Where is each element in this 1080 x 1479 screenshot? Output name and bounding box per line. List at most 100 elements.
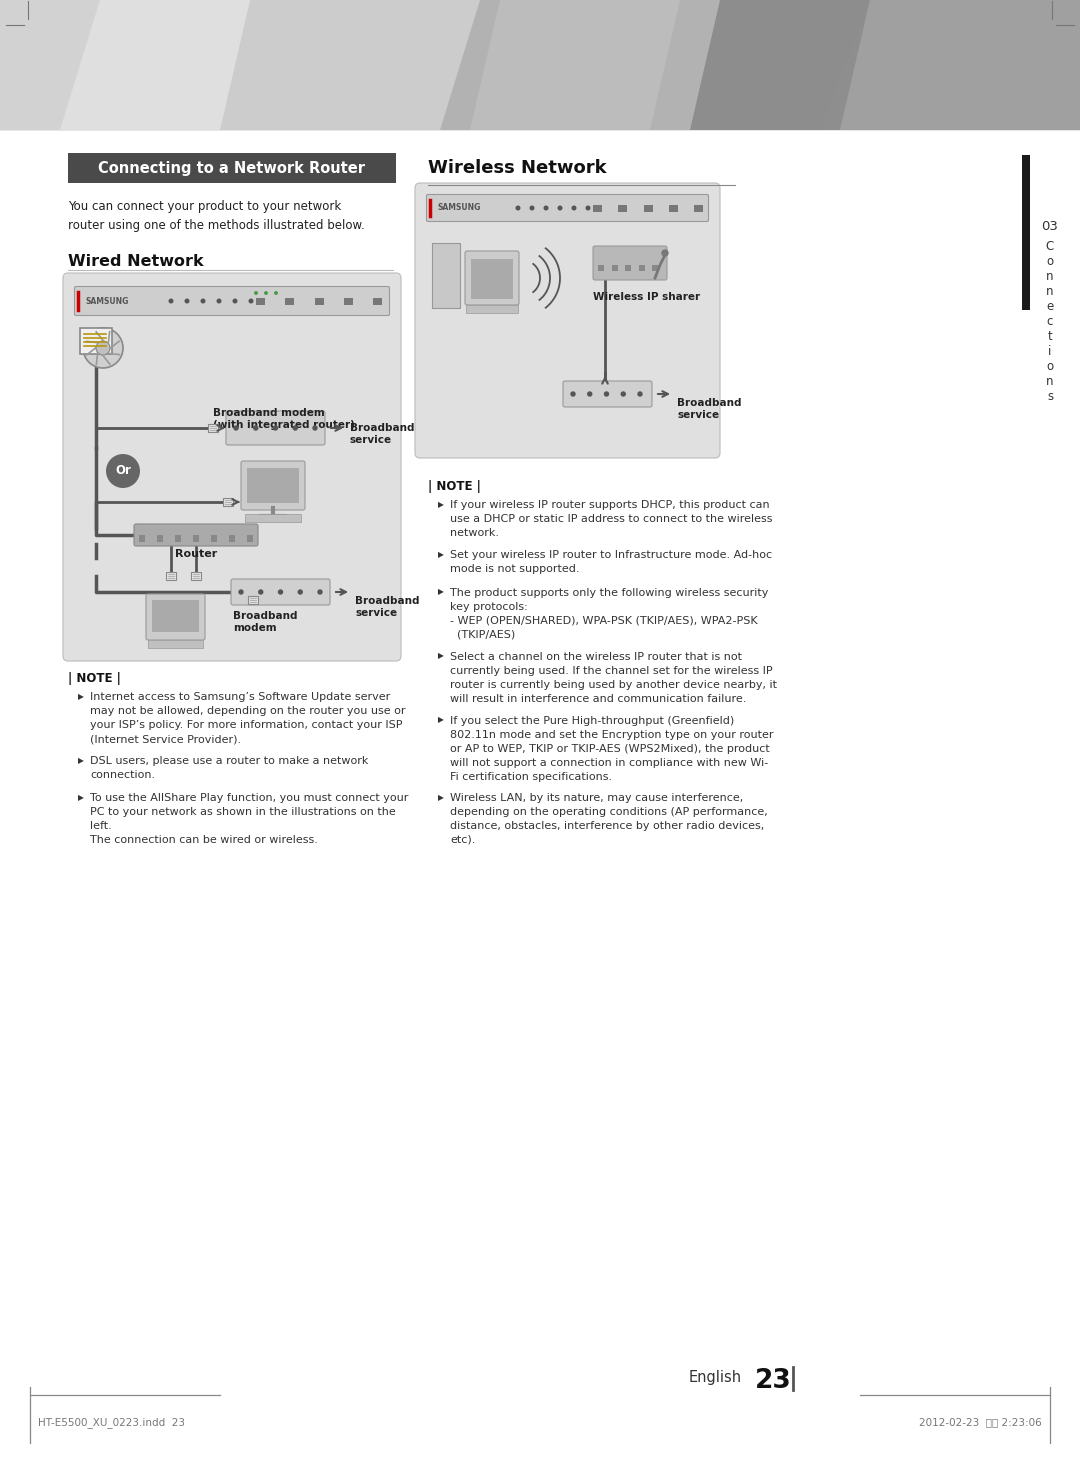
Text: Select a channel on the wireless IP router that is not
currently being used. If : Select a channel on the wireless IP rout… bbox=[450, 652, 777, 704]
Bar bbox=[208, 424, 218, 432]
Circle shape bbox=[265, 291, 267, 294]
Circle shape bbox=[313, 426, 318, 430]
Text: i: i bbox=[1049, 345, 1052, 358]
Text: ▶: ▶ bbox=[78, 692, 84, 701]
Bar bbox=[256, 297, 265, 305]
Circle shape bbox=[255, 291, 257, 294]
Text: Broadband modem
(with integrated router): Broadband modem (with integrated router) bbox=[213, 408, 355, 430]
Circle shape bbox=[170, 299, 173, 303]
Bar bbox=[669, 206, 678, 211]
Bar bbox=[68, 152, 396, 183]
FancyBboxPatch shape bbox=[465, 251, 519, 305]
Circle shape bbox=[516, 206, 519, 210]
Circle shape bbox=[201, 299, 205, 303]
Bar bbox=[343, 297, 353, 305]
Text: n: n bbox=[1047, 285, 1054, 297]
Circle shape bbox=[571, 392, 575, 396]
Circle shape bbox=[234, 426, 238, 430]
Text: Set your wireless IP router to Infrastructure mode. Ad-hoc
mode is not supported: Set your wireless IP router to Infrastru… bbox=[450, 550, 772, 574]
Circle shape bbox=[558, 206, 562, 210]
Text: Internet access to Samsung’s Software Update server
may not be allowed, dependin: Internet access to Samsung’s Software Up… bbox=[90, 692, 405, 744]
Circle shape bbox=[239, 590, 243, 595]
FancyBboxPatch shape bbox=[241, 461, 305, 510]
Bar bbox=[1022, 155, 1030, 311]
Bar bbox=[625, 265, 631, 271]
Bar bbox=[652, 265, 658, 271]
Bar bbox=[247, 535, 253, 541]
Bar bbox=[191, 572, 201, 580]
FancyBboxPatch shape bbox=[146, 595, 205, 640]
Text: English: English bbox=[689, 1370, 742, 1384]
FancyBboxPatch shape bbox=[63, 274, 401, 661]
Circle shape bbox=[259, 590, 262, 595]
Bar bbox=[248, 596, 258, 603]
Bar bbox=[593, 206, 602, 211]
Polygon shape bbox=[0, 0, 249, 130]
Text: t: t bbox=[1048, 330, 1052, 343]
FancyBboxPatch shape bbox=[75, 287, 390, 315]
Circle shape bbox=[572, 206, 576, 210]
Text: c: c bbox=[1047, 315, 1053, 328]
Text: ▶: ▶ bbox=[438, 550, 444, 559]
Text: Or: Or bbox=[116, 464, 131, 478]
Text: Connecting to a Network Router: Connecting to a Network Router bbox=[98, 161, 365, 176]
Bar bbox=[139, 535, 145, 541]
Text: Wireless Network: Wireless Network bbox=[428, 160, 607, 177]
Circle shape bbox=[530, 206, 534, 210]
Polygon shape bbox=[470, 0, 680, 130]
Bar bbox=[247, 467, 299, 503]
Bar bbox=[222, 498, 233, 506]
FancyBboxPatch shape bbox=[134, 524, 258, 546]
Text: SAMSUNG: SAMSUNG bbox=[438, 204, 482, 213]
Circle shape bbox=[83, 328, 123, 368]
Text: If you select the Pure High-throughput (Greenfield)
802.11n mode and set the Enc: If you select the Pure High-throughput (… bbox=[450, 716, 773, 781]
Text: 03: 03 bbox=[1041, 220, 1058, 234]
Circle shape bbox=[621, 392, 625, 396]
Bar bbox=[373, 297, 382, 305]
Text: ▶: ▶ bbox=[438, 587, 444, 596]
FancyBboxPatch shape bbox=[231, 578, 330, 605]
FancyBboxPatch shape bbox=[427, 195, 708, 222]
Text: The product supports only the following wireless security
key protocols:
- WEP (: The product supports only the following … bbox=[450, 587, 768, 639]
FancyBboxPatch shape bbox=[415, 183, 720, 458]
Text: n: n bbox=[1047, 376, 1054, 387]
Text: Broadband
service: Broadband service bbox=[355, 596, 419, 618]
Bar bbox=[471, 259, 513, 299]
Bar bbox=[229, 535, 235, 541]
Text: SAMSUNG: SAMSUNG bbox=[86, 296, 130, 306]
Text: You can connect your product to your network
router using one of the methods ill: You can connect your product to your net… bbox=[68, 200, 365, 232]
Polygon shape bbox=[690, 0, 870, 130]
Circle shape bbox=[298, 590, 302, 595]
Bar bbox=[245, 515, 301, 522]
Text: ▶: ▶ bbox=[438, 793, 444, 802]
Text: n: n bbox=[1047, 271, 1054, 282]
Bar bbox=[175, 535, 181, 541]
Circle shape bbox=[544, 206, 548, 210]
Text: 23: 23 bbox=[755, 1368, 792, 1395]
Bar bbox=[285, 297, 294, 305]
Bar bbox=[80, 328, 112, 353]
FancyBboxPatch shape bbox=[593, 246, 667, 280]
Circle shape bbox=[586, 206, 590, 210]
Bar bbox=[314, 297, 324, 305]
Circle shape bbox=[185, 299, 189, 303]
Text: | NOTE |: | NOTE | bbox=[68, 671, 121, 685]
FancyBboxPatch shape bbox=[563, 382, 652, 407]
Text: Wired Network: Wired Network bbox=[68, 254, 204, 269]
Text: ▶: ▶ bbox=[78, 756, 84, 765]
Text: To use the AllShare Play function, you must connect your
PC to your network as s: To use the AllShare Play function, you m… bbox=[90, 793, 408, 845]
Bar bbox=[618, 206, 627, 211]
Bar bbox=[157, 535, 163, 541]
Text: o: o bbox=[1047, 254, 1054, 268]
Text: Wireless LAN, by its nature, may cause interference,
depending on the operating : Wireless LAN, by its nature, may cause i… bbox=[450, 793, 768, 845]
Bar bbox=[465, 305, 518, 314]
Text: ▶: ▶ bbox=[78, 793, 84, 802]
Text: Router: Router bbox=[175, 549, 217, 559]
Bar bbox=[611, 265, 618, 271]
Bar bbox=[211, 535, 217, 541]
Text: DSL users, please use a router to make a network
connection.: DSL users, please use a router to make a… bbox=[90, 756, 368, 779]
Polygon shape bbox=[60, 0, 480, 130]
Text: e: e bbox=[1047, 300, 1054, 314]
Polygon shape bbox=[820, 0, 1080, 130]
Text: | NOTE |: | NOTE | bbox=[428, 481, 481, 493]
